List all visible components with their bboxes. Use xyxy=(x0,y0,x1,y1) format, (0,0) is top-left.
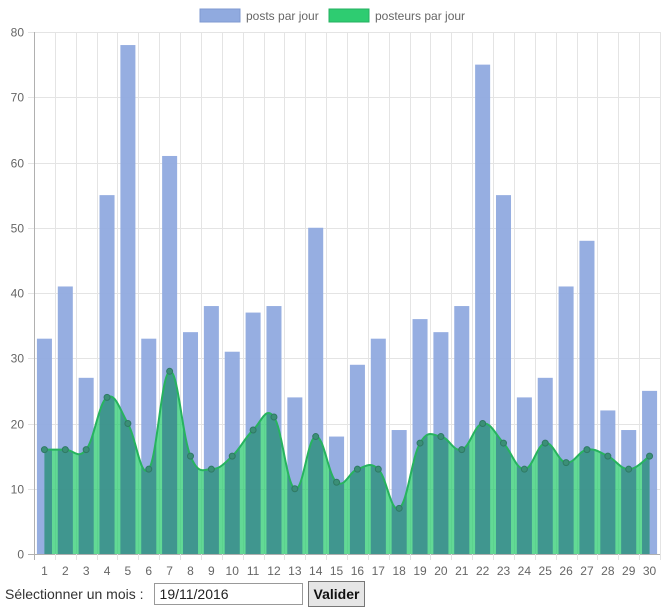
point-posters xyxy=(395,504,403,512)
point-posters xyxy=(291,485,299,493)
x-tick-label: 6 xyxy=(145,564,152,578)
y-tick-label: 60 xyxy=(11,157,25,171)
month-date-input[interactable] xyxy=(153,583,303,605)
point-posters xyxy=(353,465,361,473)
y-tick-label: 80 xyxy=(11,26,25,40)
point-posters xyxy=(500,439,507,447)
x-tick-label: 11 xyxy=(247,564,260,578)
x-tick-label: 21 xyxy=(455,564,469,578)
chart: posts par jour posteurs par jour 0102030… xyxy=(11,8,661,578)
y-tick-label: 50 xyxy=(11,222,25,236)
point-posters xyxy=(61,446,69,454)
x-tick-label: 20 xyxy=(434,564,448,578)
x-tick-label: 14 xyxy=(309,564,323,578)
chart-legend: posts par jour posteurs par jour xyxy=(199,8,465,23)
y-tick-label: 70 xyxy=(11,91,25,105)
x-tick-label: 28 xyxy=(601,564,615,578)
point-posters xyxy=(166,367,174,375)
legend-swatch-posts xyxy=(199,8,241,23)
point-posters xyxy=(82,446,90,454)
x-tick-label: 30 xyxy=(643,564,657,578)
point-posters xyxy=(562,459,570,467)
point-posters xyxy=(479,420,487,427)
x-axis: 1 2 3 4 5 6 7 8 9 10 11 12 13 14 15 16 17 18 19 20 21 22 23 24 2… xyxy=(41,564,656,578)
point-posters xyxy=(228,452,236,460)
y-tick-label: 0 xyxy=(17,548,24,562)
x-tick-label: 3 xyxy=(83,564,90,578)
legend-label-posts: posts par jour xyxy=(246,9,319,23)
x-tick-label: 1 xyxy=(41,564,48,578)
point-posters xyxy=(646,452,654,460)
x-tick-label: 18 xyxy=(392,564,406,578)
point-posters xyxy=(437,433,445,441)
point-posters xyxy=(374,465,382,473)
point-posters xyxy=(145,465,153,473)
point-posters xyxy=(207,465,215,473)
x-tick-label: 7 xyxy=(166,564,173,578)
month-label: Sélectionner un mois : xyxy=(5,586,144,602)
bar-overlap xyxy=(642,390,650,554)
point-posters xyxy=(270,413,278,421)
bar-overlap xyxy=(162,371,178,554)
point-posters xyxy=(312,433,320,441)
x-tick-label: 23 xyxy=(497,564,511,578)
point-posters xyxy=(40,446,48,454)
x-tick-label: 8 xyxy=(187,564,194,578)
point-posters xyxy=(103,393,111,401)
x-tick-label: 4 xyxy=(104,564,111,578)
x-tick-label: 19 xyxy=(413,564,427,578)
legend-label-posters: posteurs par jour xyxy=(375,9,465,23)
submit-button[interactable]: Valider xyxy=(307,581,366,607)
x-tick-label: 12 xyxy=(267,564,281,578)
x-tick-label: 27 xyxy=(580,564,594,578)
x-tick-label: 29 xyxy=(622,564,636,578)
point-posters xyxy=(583,446,591,454)
x-tick-label: 24 xyxy=(518,564,532,578)
x-tick-label: 25 xyxy=(539,564,553,578)
y-tick-label: 30 xyxy=(11,352,25,366)
legend-swatch-posters xyxy=(328,8,370,23)
x-tick-label: 16 xyxy=(351,564,365,578)
x-tick-label: 17 xyxy=(372,564,386,578)
point-posters xyxy=(541,439,549,447)
point-posters xyxy=(249,426,257,434)
y-tick-label: 20 xyxy=(11,418,25,432)
y-axis: 0 10 20 30 40 50 60 70 80 xyxy=(11,26,25,562)
x-tick-label: 5 xyxy=(125,564,132,578)
x-tick-label: 15 xyxy=(330,564,344,578)
x-tick-label: 2 xyxy=(62,564,69,578)
bar-overlap xyxy=(99,371,115,554)
month-form: Sélectionner un mois : Valider xyxy=(5,581,366,607)
point-posters xyxy=(416,439,424,447)
x-tick-label: 13 xyxy=(288,564,302,578)
point-posters xyxy=(520,465,528,473)
y-tick-label: 40 xyxy=(11,287,25,301)
point-posters xyxy=(458,446,466,454)
x-tick-label: 22 xyxy=(476,564,490,578)
point-posters xyxy=(625,465,633,473)
point-posters xyxy=(124,420,132,427)
point-posters xyxy=(333,478,341,486)
bar-overlap xyxy=(44,371,52,554)
x-tick-label: 26 xyxy=(559,564,573,578)
x-tick-label: 9 xyxy=(208,564,215,578)
x-tick-label: 10 xyxy=(226,564,240,578)
y-tick-label: 10 xyxy=(11,483,25,497)
point-posters xyxy=(604,452,612,460)
point-posters xyxy=(187,452,194,460)
